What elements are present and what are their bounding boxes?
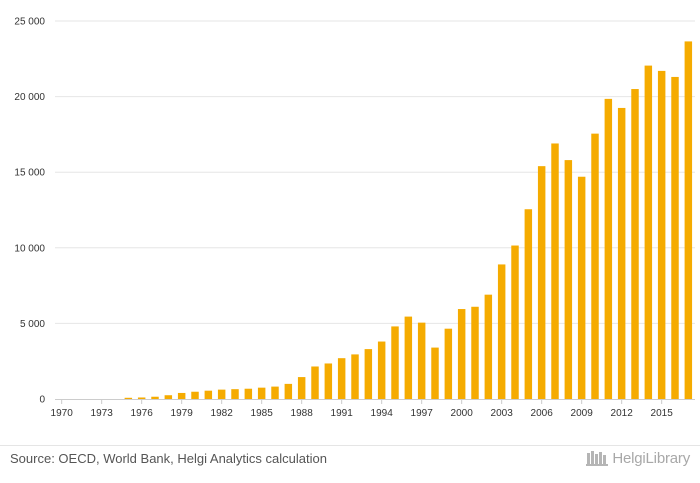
bar bbox=[137, 397, 146, 399]
bar bbox=[671, 76, 679, 399]
x-tick-label: 1988 bbox=[291, 408, 314, 419]
bar bbox=[177, 392, 186, 399]
bar bbox=[191, 391, 199, 399]
bar bbox=[257, 387, 266, 399]
x-tick-label: 1994 bbox=[371, 408, 394, 419]
bar bbox=[684, 41, 693, 399]
bar bbox=[591, 133, 599, 399]
x-tick-label: 1982 bbox=[211, 408, 234, 419]
y-tick-label: 5 000 bbox=[20, 319, 45, 330]
bar bbox=[391, 326, 399, 399]
x-tick-label: 2015 bbox=[651, 408, 674, 419]
x-tick-label: 2000 bbox=[451, 408, 474, 419]
bar bbox=[511, 245, 519, 399]
footer-divider bbox=[0, 445, 700, 446]
y-tick-label: 20 000 bbox=[14, 92, 45, 103]
bar bbox=[284, 383, 293, 399]
bar bbox=[151, 396, 159, 399]
bar bbox=[217, 389, 226, 399]
bar bbox=[417, 322, 426, 399]
x-tick-label: 1979 bbox=[171, 408, 194, 419]
bar bbox=[524, 209, 533, 399]
x-tick-label: 2009 bbox=[571, 408, 594, 419]
y-tick-label: 25 000 bbox=[14, 17, 45, 28]
bar bbox=[164, 395, 173, 399]
x-tick-label: 1985 bbox=[251, 408, 274, 419]
bar bbox=[364, 349, 373, 399]
x-axis: 1970 1973 1976 1979 1982 1985 1988 1991 1994 1997… bbox=[51, 399, 695, 419]
bar bbox=[497, 264, 506, 399]
brand-logo: HelgiLibrary bbox=[586, 449, 690, 467]
bar bbox=[324, 363, 333, 399]
bar bbox=[244, 388, 253, 399]
bar bbox=[537, 166, 546, 399]
bar bbox=[564, 160, 573, 399]
y-tick-label: 0 bbox=[39, 395, 45, 406]
x-tick-label: 1997 bbox=[411, 408, 434, 419]
bar bbox=[337, 358, 346, 399]
x-tick-label: 1973 bbox=[91, 408, 114, 419]
source-note: Source: OECD, World Bank, Helgi Analytic… bbox=[10, 451, 327, 466]
bar bbox=[617, 107, 626, 399]
bar bbox=[471, 306, 479, 399]
bar bbox=[231, 389, 239, 399]
brand-name: HelgiLibrary bbox=[612, 449, 690, 467]
bar bbox=[644, 65, 653, 399]
bar bbox=[377, 341, 386, 399]
bar bbox=[551, 143, 559, 399]
bar bbox=[204, 390, 213, 399]
bar bbox=[444, 328, 453, 399]
y-tick-label: 10 000 bbox=[14, 243, 45, 254]
bars bbox=[124, 41, 693, 400]
x-tick-label: 2003 bbox=[491, 408, 514, 419]
bar bbox=[311, 366, 319, 399]
x-tick-label: 1991 bbox=[331, 408, 354, 419]
bar bbox=[124, 397, 133, 399]
y-axis: 0 5 000 10 000 15 000 20 000 25 000 bbox=[14, 17, 45, 406]
bar bbox=[297, 377, 306, 399]
x-tick-label: 1976 bbox=[131, 408, 154, 419]
x-tick-label: 2012 bbox=[611, 408, 634, 419]
x-tick-label: 1970 bbox=[51, 408, 74, 419]
bar bbox=[604, 98, 613, 400]
library-icon bbox=[586, 451, 609, 466]
x-tick-label: 2006 bbox=[531, 408, 554, 419]
gridlines bbox=[55, 20, 695, 324]
bar bbox=[484, 294, 493, 399]
bar bbox=[351, 354, 359, 399]
bar bbox=[457, 309, 466, 399]
bar bbox=[577, 176, 586, 399]
y-tick-label: 15 000 bbox=[14, 168, 45, 179]
bar bbox=[431, 347, 439, 399]
bar bbox=[657, 70, 666, 400]
bar bbox=[271, 386, 279, 399]
bar bbox=[404, 316, 413, 399]
bar bbox=[631, 89, 639, 399]
bar-chart: 1970 1973 1976 1979 1982 1985 1988 1991 1994 1997… bbox=[14, 17, 695, 419]
